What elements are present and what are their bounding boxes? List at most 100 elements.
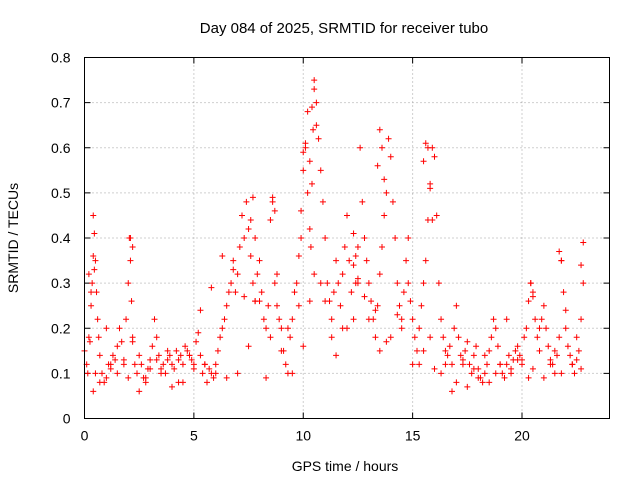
data-point <box>175 356 182 363</box>
data-point <box>488 334 495 341</box>
data-point <box>304 108 311 115</box>
data-point <box>571 370 578 377</box>
data-point <box>540 302 547 309</box>
data-point <box>103 374 110 381</box>
data-point <box>186 352 193 359</box>
y-tick-label: 0 <box>63 411 71 427</box>
data-point <box>381 176 388 183</box>
data-point <box>403 257 410 264</box>
data-point <box>383 338 390 345</box>
data-point <box>153 334 160 341</box>
data-point <box>300 149 307 156</box>
data-point <box>263 325 270 332</box>
data-point <box>564 343 571 350</box>
data-point <box>89 280 96 287</box>
data-point <box>420 158 427 165</box>
data-point <box>424 144 431 151</box>
data-point <box>128 298 135 305</box>
data-point <box>84 370 91 377</box>
data-point <box>313 99 320 106</box>
data-point <box>529 293 536 300</box>
data-point <box>405 235 412 241</box>
data-point <box>354 244 361 251</box>
data-point <box>278 347 285 354</box>
data-point <box>254 271 261 278</box>
data-point <box>486 379 493 386</box>
data-point <box>337 302 344 309</box>
data-point <box>372 307 379 314</box>
data-point <box>166 352 173 359</box>
data-point <box>274 271 280 278</box>
data-point <box>155 352 162 359</box>
data-point <box>429 216 436 223</box>
data-point <box>267 216 274 223</box>
y-tick-label: 0.7 <box>51 95 71 111</box>
data-point <box>322 298 329 305</box>
data-point <box>278 325 285 332</box>
data-point <box>499 370 506 377</box>
data-point <box>90 212 97 219</box>
data-point <box>230 257 237 264</box>
y-tick-label: 0.6 <box>51 140 71 156</box>
data-point <box>123 316 130 323</box>
axis-ticks: 0 0.1 0.2 0.3 0.4 0.5 0.6 0.7 0.8 0 5 10 15 20 <box>51 50 610 444</box>
data-point <box>470 365 477 372</box>
data-point <box>271 207 278 214</box>
data-point <box>449 361 455 368</box>
data-point <box>289 370 296 377</box>
data-point <box>195 329 202 336</box>
data-point <box>573 334 580 341</box>
data-point <box>147 365 154 372</box>
data-point <box>328 316 335 323</box>
data-point <box>479 379 486 386</box>
data-point <box>247 253 254 260</box>
data-point <box>276 316 283 323</box>
data-point <box>197 307 204 314</box>
data-point <box>311 77 318 84</box>
data-point <box>247 216 254 223</box>
data-point <box>228 280 235 287</box>
data-point <box>457 352 464 359</box>
data-point <box>527 280 534 287</box>
data-point <box>151 316 158 323</box>
data-point <box>295 253 302 260</box>
data-point <box>361 235 368 241</box>
data-point <box>322 235 329 241</box>
x-axis-label: GPS time / hours <box>292 458 399 474</box>
data-point <box>149 343 156 350</box>
data-point <box>473 343 480 350</box>
data-point <box>514 343 521 350</box>
data-point <box>225 289 232 296</box>
data-point <box>486 347 493 354</box>
data-point <box>368 298 375 305</box>
data-point <box>306 225 313 232</box>
data-point <box>396 302 403 309</box>
data-point <box>508 370 515 377</box>
data-point <box>311 271 318 278</box>
data-point <box>562 307 569 314</box>
data-point <box>258 289 265 296</box>
data-point <box>575 347 582 354</box>
data-point <box>376 347 383 354</box>
data-point <box>464 338 471 345</box>
data-point <box>269 194 276 201</box>
data-point <box>409 316 416 323</box>
data-point <box>241 293 248 300</box>
data-point <box>309 180 315 187</box>
data-point <box>438 316 445 323</box>
data-point <box>503 361 510 368</box>
data-point <box>374 302 381 309</box>
data-point <box>293 280 300 287</box>
data-point <box>379 244 385 251</box>
y-tick-label: 0.8 <box>51 50 71 66</box>
data-point <box>134 370 140 377</box>
x-tick-label: 5 <box>190 428 198 444</box>
data-point <box>490 316 497 323</box>
data-point <box>330 289 337 296</box>
data-point <box>182 343 189 350</box>
data-point <box>409 361 416 368</box>
y-tick-label: 0.1 <box>51 365 71 381</box>
data-point <box>453 379 460 386</box>
data-point <box>466 361 473 368</box>
data-point <box>236 244 243 251</box>
